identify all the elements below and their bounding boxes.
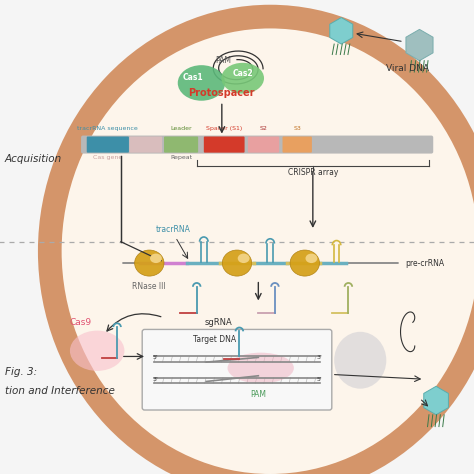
Text: Repeat: Repeat [170,155,192,160]
Ellipse shape [290,250,319,276]
FancyBboxPatch shape [87,137,129,153]
Ellipse shape [135,250,164,276]
Ellipse shape [305,254,318,263]
Text: 3': 3' [152,376,158,382]
Ellipse shape [70,331,124,371]
Text: Leader: Leader [170,126,192,131]
Text: tracrRNA sequence: tracrRNA sequence [77,126,138,131]
Ellipse shape [178,65,225,101]
Ellipse shape [221,63,264,94]
FancyBboxPatch shape [204,137,245,153]
Text: Target DNA: Target DNA [193,335,237,344]
Text: 3': 3' [316,356,322,360]
Text: Cas gene: Cas gene [93,155,122,160]
Text: S2: S2 [260,126,267,131]
FancyBboxPatch shape [142,329,332,410]
Text: PAM: PAM [250,390,266,399]
Text: Spacer (S1): Spacer (S1) [206,126,242,131]
Text: Fig. 3:: Fig. 3: [5,367,37,377]
Text: Cas2: Cas2 [232,69,253,78]
Ellipse shape [334,332,386,389]
Ellipse shape [237,254,250,263]
Text: tion and Interference: tion and Interference [5,386,115,396]
Text: tracrRNA: tracrRNA [155,225,191,234]
Text: CRISPR array: CRISPR array [288,168,338,177]
Ellipse shape [38,5,474,474]
Text: Viral DNA: Viral DNA [386,64,429,73]
FancyBboxPatch shape [81,136,433,154]
Text: RNase III: RNase III [133,282,166,291]
Text: 5': 5' [316,376,322,382]
FancyBboxPatch shape [283,137,312,153]
Text: Cas1: Cas1 [183,73,204,82]
Text: S3: S3 [293,126,301,131]
FancyBboxPatch shape [129,137,162,153]
Text: sgRNA: sgRNA [204,318,232,327]
Text: 5': 5' [152,356,158,360]
Text: Cas9: Cas9 [70,318,91,327]
FancyBboxPatch shape [164,137,198,153]
Ellipse shape [222,250,252,276]
Text: pre-crRNA: pre-crRNA [405,259,445,267]
Text: PAM: PAM [216,55,232,64]
Ellipse shape [228,353,294,383]
Ellipse shape [150,254,162,263]
Ellipse shape [62,28,474,474]
Text: Protospacer: Protospacer [189,88,255,98]
FancyBboxPatch shape [248,137,279,153]
Text: Acquisition: Acquisition [5,154,62,164]
